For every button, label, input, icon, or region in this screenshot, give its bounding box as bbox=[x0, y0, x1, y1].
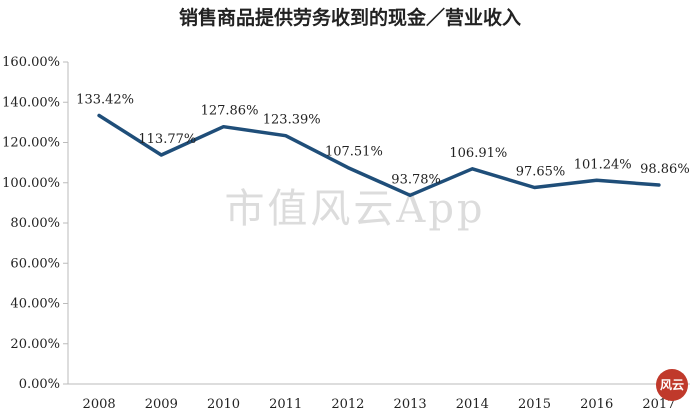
x-tick-label: 2009 bbox=[145, 397, 178, 412]
logo-stamp-circle bbox=[656, 369, 688, 401]
y-tick-label: 100.00% bbox=[2, 176, 60, 191]
x-tick-label: 2016 bbox=[580, 397, 613, 412]
data-label: 98.86% bbox=[640, 162, 690, 177]
y-tick-label: 80.00% bbox=[10, 216, 60, 231]
series-layer bbox=[97, 113, 661, 198]
y-tick-label: 0.00% bbox=[19, 377, 60, 392]
x-tick-label: 2017 bbox=[642, 397, 675, 412]
y-tick-label: 140.00% bbox=[2, 95, 60, 110]
data-labels: 133.42% 113.77% 127.86% 123.39% 107.51% 93.78… bbox=[76, 92, 690, 187]
x-tick-label: 2015 bbox=[518, 397, 551, 412]
x-tick-label: 2012 bbox=[331, 397, 364, 412]
watermark: 市值风云App bbox=[224, 186, 485, 232]
series-line bbox=[97, 113, 661, 198]
x-tick-label: 2008 bbox=[83, 397, 116, 412]
y-tick-label: 160.00% bbox=[2, 55, 60, 70]
data-label: 93.78% bbox=[391, 172, 441, 187]
x-tick-label: 2014 bbox=[456, 397, 489, 412]
data-label: 101.24% bbox=[574, 157, 632, 172]
y-tick-label: 120.00% bbox=[2, 136, 60, 151]
y-tick-label: 20.00% bbox=[10, 337, 60, 352]
y-axis: 0.00% 20.00% 40.00% 60.00% 80.00% 100.00% 120.… bbox=[2, 55, 69, 392]
logo-stamp: 风云 bbox=[656, 369, 688, 401]
logo-stamp-text: 风云 bbox=[660, 378, 684, 392]
data-label: 97.65% bbox=[516, 164, 566, 179]
data-label: 123.39% bbox=[263, 113, 321, 128]
x-tick-label: 2010 bbox=[207, 397, 240, 412]
data-label: 127.86% bbox=[201, 104, 259, 119]
y-tick-label: 60.00% bbox=[10, 256, 60, 271]
x-axis: 2008 2009 2010 2011 2012 2013 2014 2015 2016 2017 bbox=[68, 383, 690, 412]
chart-title: 销售商品提供劳务收到的现金／营业收入 bbox=[179, 6, 521, 29]
x-tick-label: 2013 bbox=[394, 397, 427, 412]
data-label: 113.77% bbox=[138, 132, 196, 147]
data-label: 106.91% bbox=[449, 146, 507, 161]
data-label: 133.42% bbox=[76, 92, 134, 107]
y-tick-label: 40.00% bbox=[10, 297, 60, 312]
data-label: 107.51% bbox=[325, 145, 383, 160]
x-tick-label: 2011 bbox=[269, 397, 302, 412]
